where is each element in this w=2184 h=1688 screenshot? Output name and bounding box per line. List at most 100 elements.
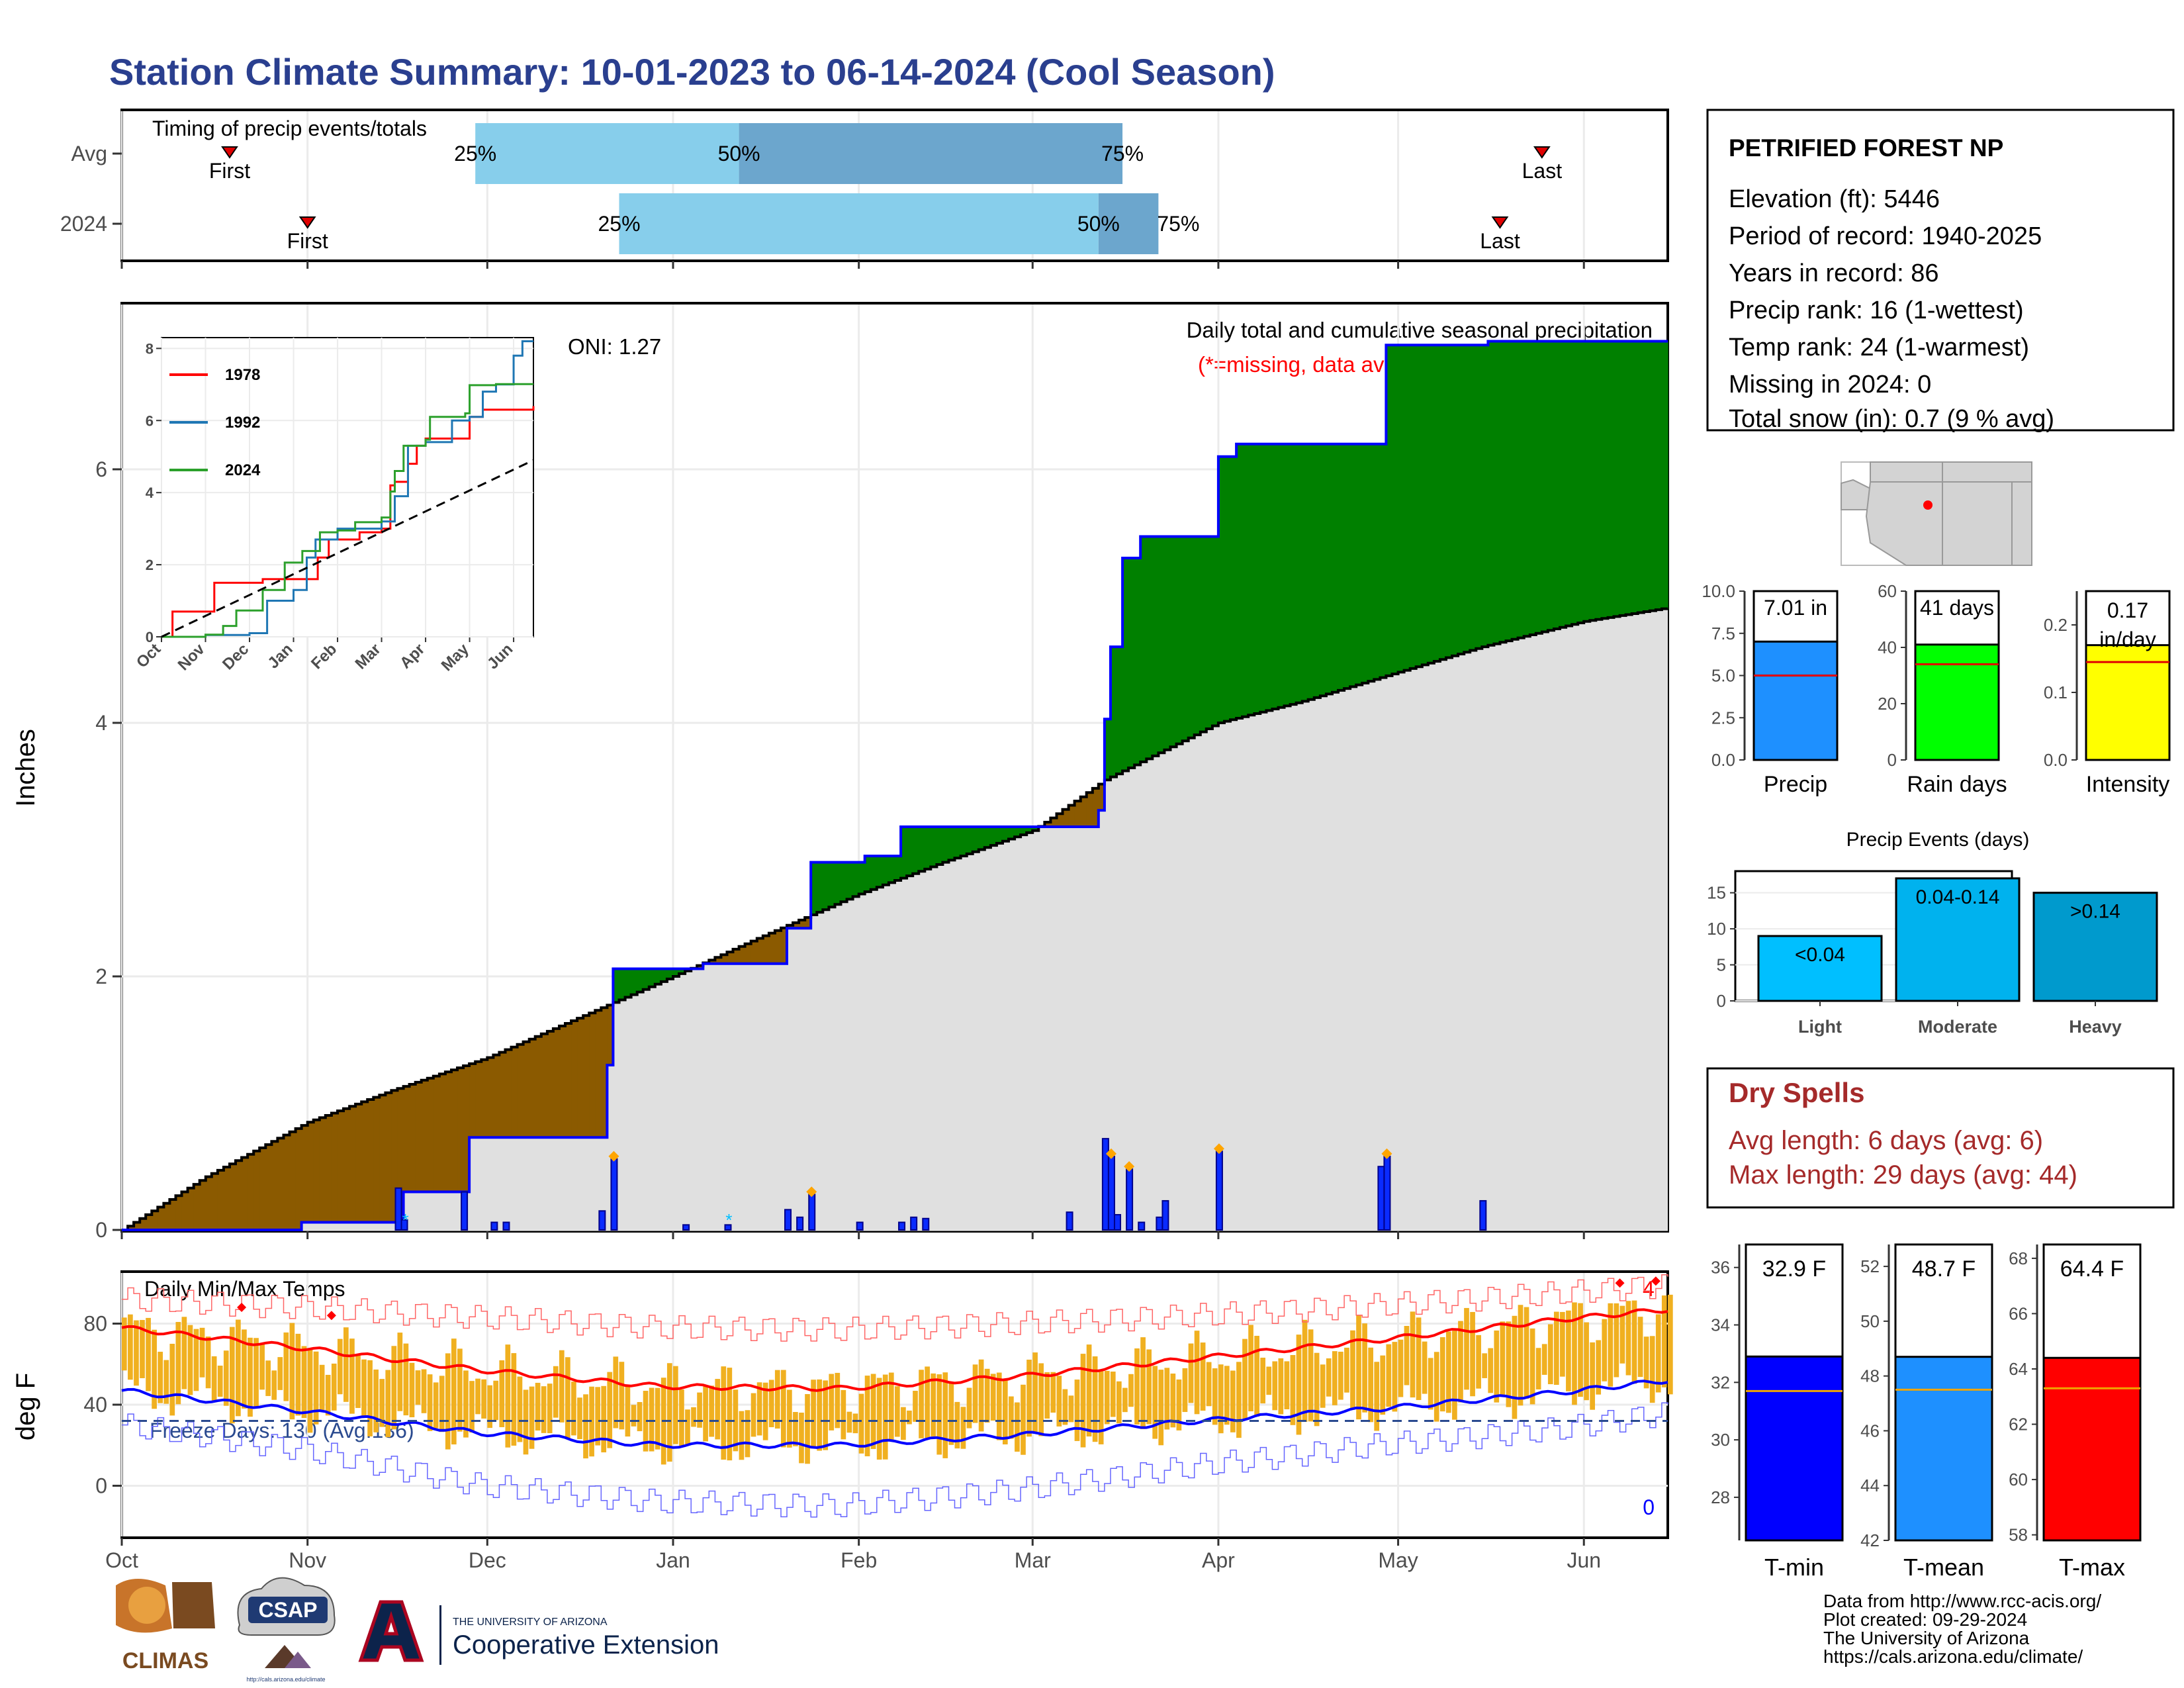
- deficit-area: [361, 1102, 368, 1223]
- surplus-area: [1518, 341, 1525, 638]
- daily-temp-range-bar: [1350, 1330, 1355, 1410]
- daily-temp-range-bar: [601, 1385, 607, 1453]
- surplus-area: [1146, 536, 1153, 759]
- daily-temp-range-bar: [1506, 1321, 1512, 1407]
- daily-precip-bar: [394, 1187, 402, 1231]
- deficit-area: [181, 1192, 189, 1230]
- daily-temp-range-bar: [1668, 1294, 1673, 1395]
- daily-temp-range-bar: [403, 1343, 409, 1416]
- y-tick-label: 62: [2009, 1415, 2028, 1434]
- record-min-line: [122, 1402, 1668, 1518]
- surplus-area: [1128, 558, 1135, 769]
- surplus-area: [1296, 444, 1303, 703]
- location-map: [1841, 461, 2032, 566]
- station-line: Period of record: 1940-2025: [1729, 222, 2042, 250]
- surplus-area: [954, 827, 962, 859]
- daily-temp-range-bar: [1649, 1336, 1655, 1403]
- y-tick-label: 10: [1707, 919, 1726, 939]
- deficit-area: [158, 1207, 164, 1230]
- surplus-area: [1458, 345, 1465, 655]
- daily-precip-bar: [1215, 1150, 1223, 1231]
- daily-temp-range-bar: [565, 1357, 570, 1439]
- daily-temp-range-bar: [780, 1370, 786, 1448]
- surplus-area: [1602, 341, 1609, 619]
- daily-temp-range-bar: [925, 1366, 930, 1438]
- deficit-area: [505, 1049, 512, 1138]
- daily-temp-range-bar: [607, 1372, 613, 1448]
- surplus-area: [1344, 444, 1351, 689]
- daily-temp-range-bar: [1074, 1380, 1080, 1441]
- total-category-label: Intensity: [2086, 772, 2170, 797]
- month-tick-label: Apr: [1202, 1548, 1235, 1572]
- temp-value-label: 32.9 F: [1762, 1256, 1826, 1282]
- daily-temp-range-bar: [913, 1391, 918, 1422]
- event-category-label: Moderate: [1918, 1017, 1997, 1037]
- percentile-25-label: 25%: [598, 212, 640, 236]
- daily-temp-range-bar: [1254, 1335, 1259, 1417]
- surplus-area: [846, 862, 854, 900]
- deficit-area: [199, 1180, 206, 1230]
- surplus-area: [1290, 444, 1297, 705]
- daily-temp-range-bar: [823, 1380, 829, 1450]
- surplus-area: [1350, 444, 1357, 687]
- surplus-area: [1452, 345, 1459, 656]
- daily-temp-range-bar: [283, 1332, 289, 1401]
- daily-temp-range-bar: [625, 1386, 631, 1437]
- daily-temp-range-bar: [211, 1356, 217, 1402]
- daily-temp-range-bar: [1482, 1353, 1488, 1378]
- inset-x-tick-label: Nov: [175, 640, 209, 675]
- deficit-area: [367, 1100, 374, 1223]
- station-location-marker: [1923, 500, 1933, 510]
- deficit-area: [217, 1170, 224, 1230]
- daily-temp-range-bar: [1625, 1301, 1631, 1376]
- y-tick-label: 40: [1878, 637, 1897, 657]
- deficit-area: [547, 1031, 554, 1138]
- surplus-area: [1578, 341, 1584, 624]
- daily-temp-range-bar: [277, 1357, 283, 1390]
- surplus-area: [1649, 341, 1657, 611]
- daily-temp-range-bar: [175, 1322, 181, 1405]
- timing-row-label: 2024: [60, 212, 107, 236]
- daily-temp-range-bar: [1182, 1368, 1188, 1413]
- daily-temp-range-bar: [1080, 1354, 1086, 1448]
- deficit-area: [583, 1015, 590, 1138]
- deficit-area: [780, 927, 788, 964]
- daily-temp-range-bar: [409, 1362, 415, 1417]
- daily-precip-bar: [400, 1219, 408, 1231]
- y-tick-label: 48: [1860, 1366, 1880, 1386]
- daily-temp-range-bar: [895, 1386, 900, 1437]
- daily-temp-range-bar: [1104, 1370, 1110, 1425]
- legend-label: 1978: [225, 366, 260, 384]
- daily-temp-range-bar: [205, 1336, 211, 1389]
- credit-line: Plot created: 09-29-2024: [1823, 1609, 2027, 1630]
- legend-label: 2024: [225, 461, 261, 479]
- daily-temp-range-bar: [553, 1366, 559, 1418]
- extreme-precip-marker: [1124, 1161, 1135, 1172]
- surplus-area: [811, 862, 817, 915]
- y-tick-label: 0: [95, 1474, 107, 1497]
- daily-temp-range-bar: [1266, 1366, 1272, 1395]
- daily-temp-range-bar: [679, 1389, 684, 1446]
- daily-temp-range-bar: [253, 1338, 259, 1407]
- total-value-label: 0.17: [2107, 598, 2148, 622]
- daily-temp-range-bar: [1128, 1374, 1134, 1407]
- daily-temp-range-bar: [1152, 1366, 1158, 1439]
- daily-temp-range-bar: [1637, 1317, 1643, 1378]
- inset-y-tick-label: 8: [146, 340, 154, 357]
- deficit-area: [565, 1023, 572, 1138]
- deficit-area: [475, 1061, 482, 1138]
- record-high-marker: [237, 1303, 247, 1313]
- temp-count-low: 0: [1643, 1495, 1655, 1519]
- percentile-75-label: 75%: [1101, 142, 1144, 165]
- y-tick-label: 52: [1860, 1256, 1880, 1276]
- daily-temp-range-bar: [762, 1382, 768, 1440]
- surplus-area: [1015, 827, 1021, 837]
- surplus-area: [1560, 341, 1567, 628]
- deficit-area: [541, 1033, 548, 1138]
- surplus-area: [672, 968, 680, 976]
- deficit-area: [577, 1018, 584, 1138]
- inset-cumulative-chart: Oct Nov Dec Jan Feb Mar Apr May Jun0246819781992…: [133, 337, 535, 675]
- surplus-area: [1332, 444, 1339, 692]
- total-value-unit: in/day: [2099, 628, 2156, 651]
- daily-temp-range-bar: [559, 1350, 565, 1423]
